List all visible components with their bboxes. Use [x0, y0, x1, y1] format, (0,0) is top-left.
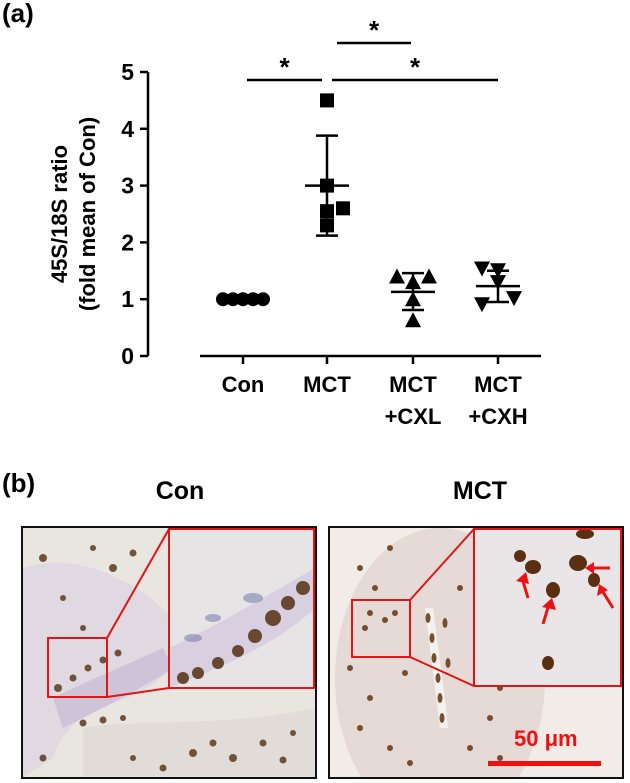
y-tick-label: 2: [121, 229, 134, 255]
y-axis-label: 45S/18S ratio (fold mean of Con): [47, 117, 100, 311]
x-category-label: +CXH: [468, 404, 527, 429]
series-mct-cxh: [474, 261, 522, 313]
series-mct-cxl: [389, 268, 437, 328]
scale-bar: [488, 761, 601, 766]
x-category-label: MCT: [389, 372, 437, 397]
series-con: [216, 292, 270, 307]
scatter-chart: 0 1 2 3 4 5 45S/18S ratio (fold mean of Con) Con…: [47, 15, 541, 429]
mct-micrograph: [328, 526, 624, 779]
significance-star: *: [279, 52, 290, 82]
scale-bar-label: 50 μm: [514, 726, 578, 751]
significance-star: *: [410, 52, 421, 82]
con-micrograph: [21, 526, 317, 779]
y-tick-label: 0: [121, 343, 134, 369]
y-tick-label: 3: [121, 173, 134, 199]
con-image-title: Con: [155, 477, 205, 505]
x-category-label: Con: [222, 372, 265, 397]
mct-image-title: MCT: [452, 477, 508, 505]
x-category-label: +CXL: [385, 404, 442, 429]
series-mct: [305, 93, 350, 237]
x-category-label: MCT: [303, 372, 351, 397]
panel-b-label: (b): [2, 468, 36, 498]
y-tick-label: 1: [121, 286, 134, 312]
x-category-label: MCT: [474, 372, 522, 397]
y-tick-label: 4: [121, 116, 134, 142]
panel-a-label: (a): [2, 0, 34, 28]
significance-star: *: [369, 15, 380, 45]
y-tick-label: 5: [121, 59, 134, 85]
